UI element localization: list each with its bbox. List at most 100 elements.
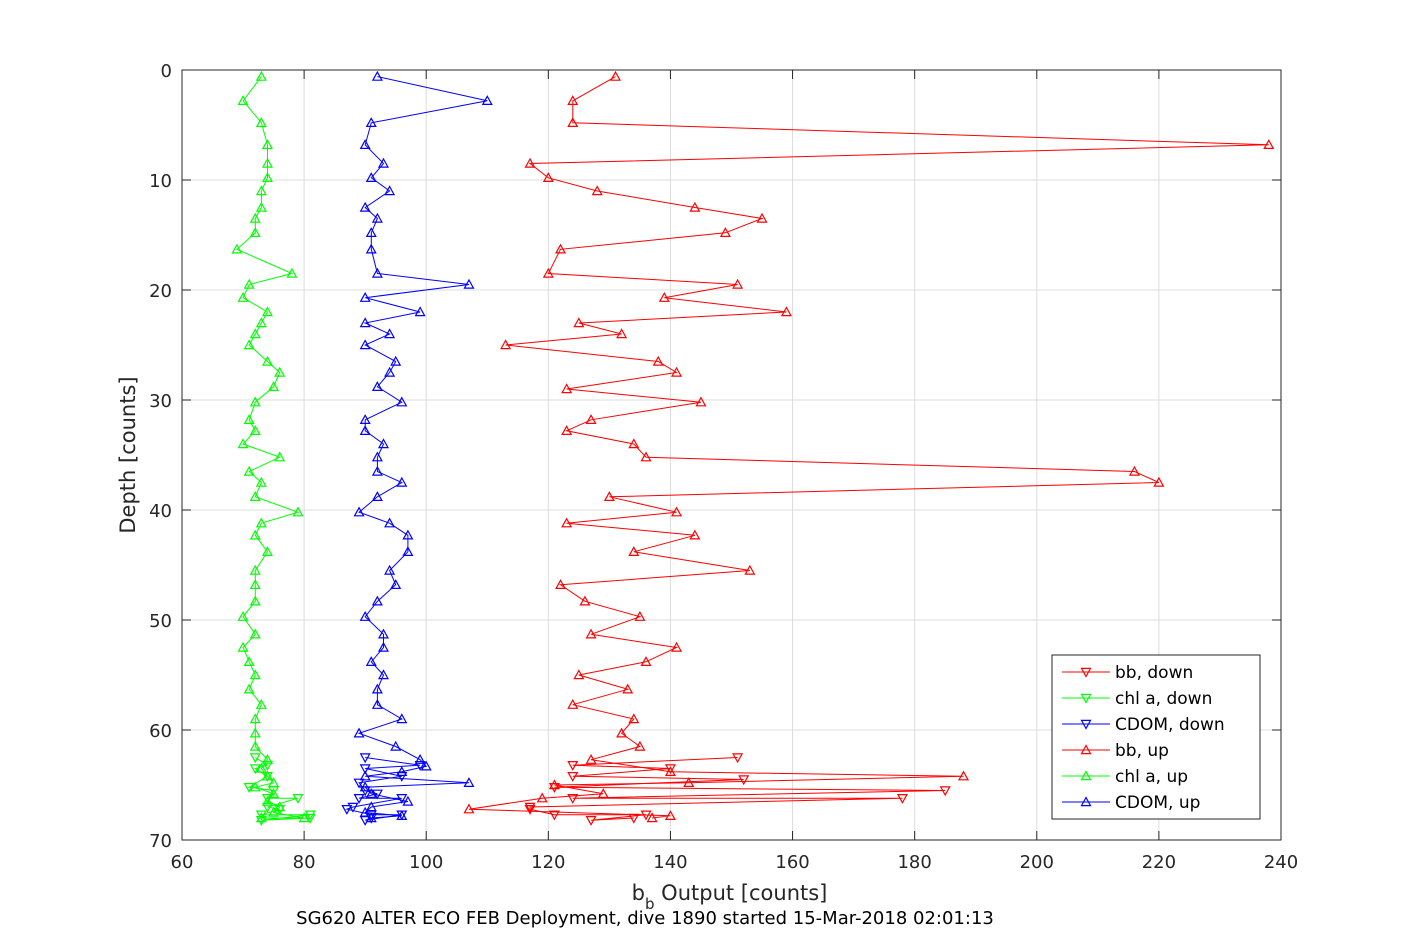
data-point xyxy=(664,766,676,777)
data-point xyxy=(237,438,249,449)
data-point xyxy=(390,579,402,590)
x-tick-label: 80 xyxy=(293,852,316,873)
data-point xyxy=(573,317,585,328)
data-point xyxy=(365,117,377,128)
data-point xyxy=(957,770,970,781)
x-tick-label: 240 xyxy=(1264,852,1298,873)
legend-box xyxy=(1051,654,1261,820)
data-point xyxy=(414,760,426,771)
data-point xyxy=(359,610,371,621)
legend-entry: CDOM, up xyxy=(1062,793,1200,813)
data-point xyxy=(359,139,371,149)
data-point xyxy=(359,753,371,764)
x-tick-label: 140 xyxy=(653,852,687,873)
data-point xyxy=(249,727,261,738)
data-point xyxy=(249,669,261,680)
data-point xyxy=(243,414,255,424)
data-point xyxy=(243,339,255,350)
data-point xyxy=(377,628,390,639)
series-line-bb-down xyxy=(529,757,946,821)
data-point xyxy=(622,683,634,694)
y-tick-label: 60 xyxy=(149,721,172,742)
data-point xyxy=(939,786,951,797)
data-point xyxy=(628,546,640,557)
data-point xyxy=(255,317,267,328)
data-point xyxy=(249,564,261,575)
data-point xyxy=(261,795,273,806)
data-point xyxy=(1153,476,1165,487)
data-point xyxy=(414,306,426,317)
data-point xyxy=(377,669,390,680)
data-point xyxy=(555,243,567,254)
data-point xyxy=(249,491,261,501)
legend: bb, down chl a, down CDOM, down bb, up chl a… xyxy=(1051,654,1261,820)
data-point xyxy=(359,764,371,775)
data-point xyxy=(261,139,273,149)
data-point xyxy=(371,698,383,709)
x-tick-label: 200 xyxy=(1020,852,1054,873)
data-point xyxy=(548,782,560,793)
legend-label: bb, up xyxy=(1115,741,1169,761)
data-point xyxy=(542,172,554,182)
data-point xyxy=(274,801,286,812)
data-point xyxy=(384,564,396,575)
data-point xyxy=(237,610,249,621)
data-point xyxy=(567,793,579,804)
data-point xyxy=(567,771,579,782)
data-point xyxy=(255,517,267,528)
series-layer xyxy=(231,70,1275,826)
data-point xyxy=(744,564,756,575)
legend-entry: CDOM, down xyxy=(1062,715,1225,735)
data-point xyxy=(671,641,683,652)
y-tick-label: 10 xyxy=(149,171,172,192)
data-point xyxy=(390,355,402,366)
legend-marker xyxy=(1080,796,1092,807)
data-point xyxy=(274,451,286,462)
x-tick-label: 120 xyxy=(531,852,565,873)
data-point xyxy=(567,117,579,128)
data-point xyxy=(396,476,408,487)
data-point xyxy=(683,777,695,788)
data-point xyxy=(384,185,396,196)
data-point xyxy=(524,157,536,168)
data-point xyxy=(261,172,273,182)
data-point xyxy=(542,267,554,278)
data-point xyxy=(249,595,261,606)
data-point xyxy=(384,366,396,377)
x-tick-label: 60 xyxy=(171,852,194,873)
data-point xyxy=(536,792,548,803)
data-point xyxy=(561,425,573,435)
data-point xyxy=(719,227,731,237)
data-point xyxy=(1263,139,1275,149)
data-point xyxy=(255,117,267,128)
data-point xyxy=(646,812,658,823)
series-cdom-up xyxy=(353,70,493,823)
data-point xyxy=(481,95,493,106)
data-point xyxy=(573,669,585,680)
data-point xyxy=(371,451,383,462)
data-point xyxy=(261,355,273,366)
data-point xyxy=(402,795,414,806)
data-point xyxy=(585,753,597,764)
data-point xyxy=(359,414,371,424)
data-point xyxy=(634,610,646,621)
data-point xyxy=(365,656,377,667)
data-point xyxy=(249,740,261,751)
legend-label: CDOM, up xyxy=(1115,793,1200,813)
y-axis-label: Depth [counts] xyxy=(116,376,140,533)
data-point xyxy=(567,698,579,709)
series-line-bb-up xyxy=(468,76,1269,819)
data-point xyxy=(396,766,408,777)
data-point xyxy=(249,396,261,407)
data-point xyxy=(268,381,280,391)
data-point xyxy=(591,185,603,196)
data-point xyxy=(689,529,701,540)
data-point xyxy=(231,243,243,254)
data-point xyxy=(396,771,408,782)
data-point xyxy=(585,414,597,424)
legend-marker xyxy=(1080,719,1092,730)
data-point xyxy=(371,683,383,694)
data-point xyxy=(390,740,402,751)
data-point xyxy=(732,278,744,289)
